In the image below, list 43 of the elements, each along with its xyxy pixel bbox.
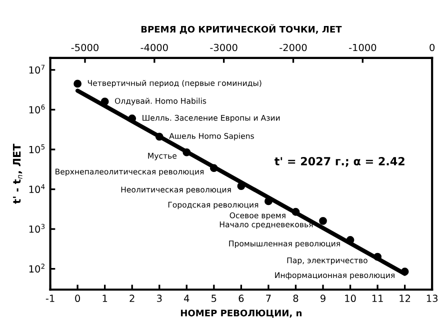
x-tick-label: 10 [345, 294, 356, 302]
x2-tick-label: -5000 [71, 44, 98, 52]
y-tick-label: 10$^{7}$ [29, 64, 45, 74]
point [155, 132, 164, 141]
point [74, 80, 82, 88]
x2-tick-label: 0 [430, 44, 435, 52]
point [400, 268, 409, 276]
point [374, 252, 382, 261]
x-tick-label: 9 [320, 294, 326, 302]
point [100, 98, 109, 106]
x2-tick-label: -2000 [280, 44, 307, 52]
point [210, 164, 218, 172]
x-tick-label: 13 [426, 294, 438, 302]
x2-tick-label: -3000 [210, 44, 238, 52]
y-axis-title: t' - t$_{n}$, ЛЕТ [12, 144, 22, 204]
point [182, 148, 191, 156]
point [292, 208, 300, 216]
x2-tick-label: -4000 [140, 44, 168, 52]
x-tick-label: -1 [46, 294, 54, 302]
y-tick-label: 10$^{3}$ [29, 224, 45, 233]
x-tick-label: 2 [130, 294, 134, 302]
y-tick-label: 10$^{6}$ [29, 104, 45, 114]
x-tick-label: 7 [266, 294, 271, 302]
x-tick-label: 8 [293, 294, 298, 302]
point [319, 216, 327, 225]
y-tick-label: 10$^{2}$ [29, 264, 44, 273]
x-tick-label: 5 [212, 294, 216, 302]
x-tick-label: 3 [157, 294, 162, 302]
x-tick-label: 0 [75, 294, 80, 302]
point [237, 182, 246, 190]
point [346, 236, 354, 244]
x-tick-label: 4 [184, 294, 190, 302]
x-tick-label: 6 [238, 294, 244, 302]
x-tick-label: 1 [102, 294, 108, 302]
annotation: t' = 2027 г.; α = 2.42 [274, 157, 404, 167]
x-axis-title: НОМЕР РЕВОЛЮЦИИ, n [180, 310, 302, 318]
x-tick-label: 12 [400, 294, 410, 302]
x-tick-label: 11 [372, 294, 383, 302]
x2-tick-label: -1000 [349, 44, 376, 52]
y-tick-label: 10$^{5}$ [29, 144, 45, 154]
point [264, 197, 272, 206]
x2-axis-title: ВРЕМЯ ДО КРИТИЧЕСКОЙ ТОЧКИ, ЛЕТ [141, 24, 342, 34]
y-tick-label: 10$^{4}$ [29, 184, 45, 194]
